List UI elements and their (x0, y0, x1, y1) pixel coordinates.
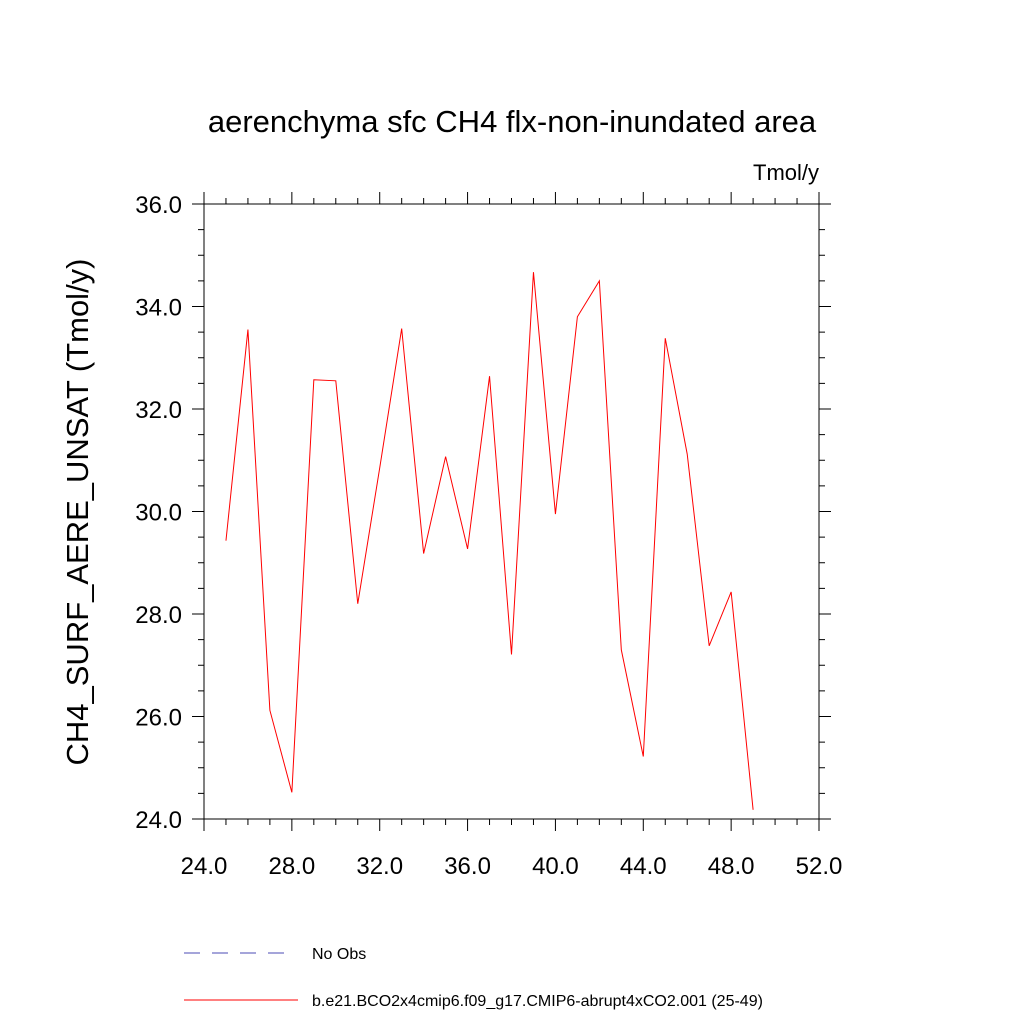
legend: No Obs b.e21.BCO2x4cmip6.f09_g17.CMIP6-ab… (184, 946, 763, 1010)
y-tick-label: 32.0 (135, 397, 182, 424)
x-tick-label: 48.0 (708, 853, 755, 880)
legend-label: b.e21.BCO2x4cmip6.f09_g17.CMIP6-abrupt4x… (312, 993, 763, 1010)
y-tick-label: 34.0 (135, 295, 182, 322)
x-tick-label: 36.0 (444, 853, 491, 880)
y-tick-label: 28.0 (135, 602, 182, 629)
y-tick-label: 30.0 (135, 500, 182, 527)
units-label: Tmol/y (753, 160, 819, 185)
x-tick-label: 32.0 (356, 853, 403, 880)
x-tick-label: 40.0 (532, 853, 579, 880)
data-series (225, 272, 754, 810)
chart-title: aerenchyma sfc CH4 flx-non-inundated are… (208, 104, 817, 139)
series-line (225, 272, 754, 810)
tick-labels: 24.0 28.0 32.0 36.0 40.0 44.0 48.0 52.0 24.0 26.0… (135, 192, 842, 880)
legend-label: No Obs (312, 946, 366, 963)
plot-frame (203, 203, 820, 820)
y-tick-label: 24.0 (135, 807, 182, 834)
y-tick-label: 36.0 (135, 192, 182, 219)
x-tick-label: 52.0 (796, 853, 843, 880)
axis-ticks (192, 192, 831, 831)
x-tick-label: 28.0 (268, 853, 315, 880)
x-tick-label: 44.0 (620, 853, 667, 880)
y-tick-label: 26.0 (135, 705, 182, 732)
y-axis-label: CH4_SURF_AERE_UNSAT (Tmol/y) (60, 258, 95, 765)
x-tick-label: 24.0 (181, 853, 228, 880)
